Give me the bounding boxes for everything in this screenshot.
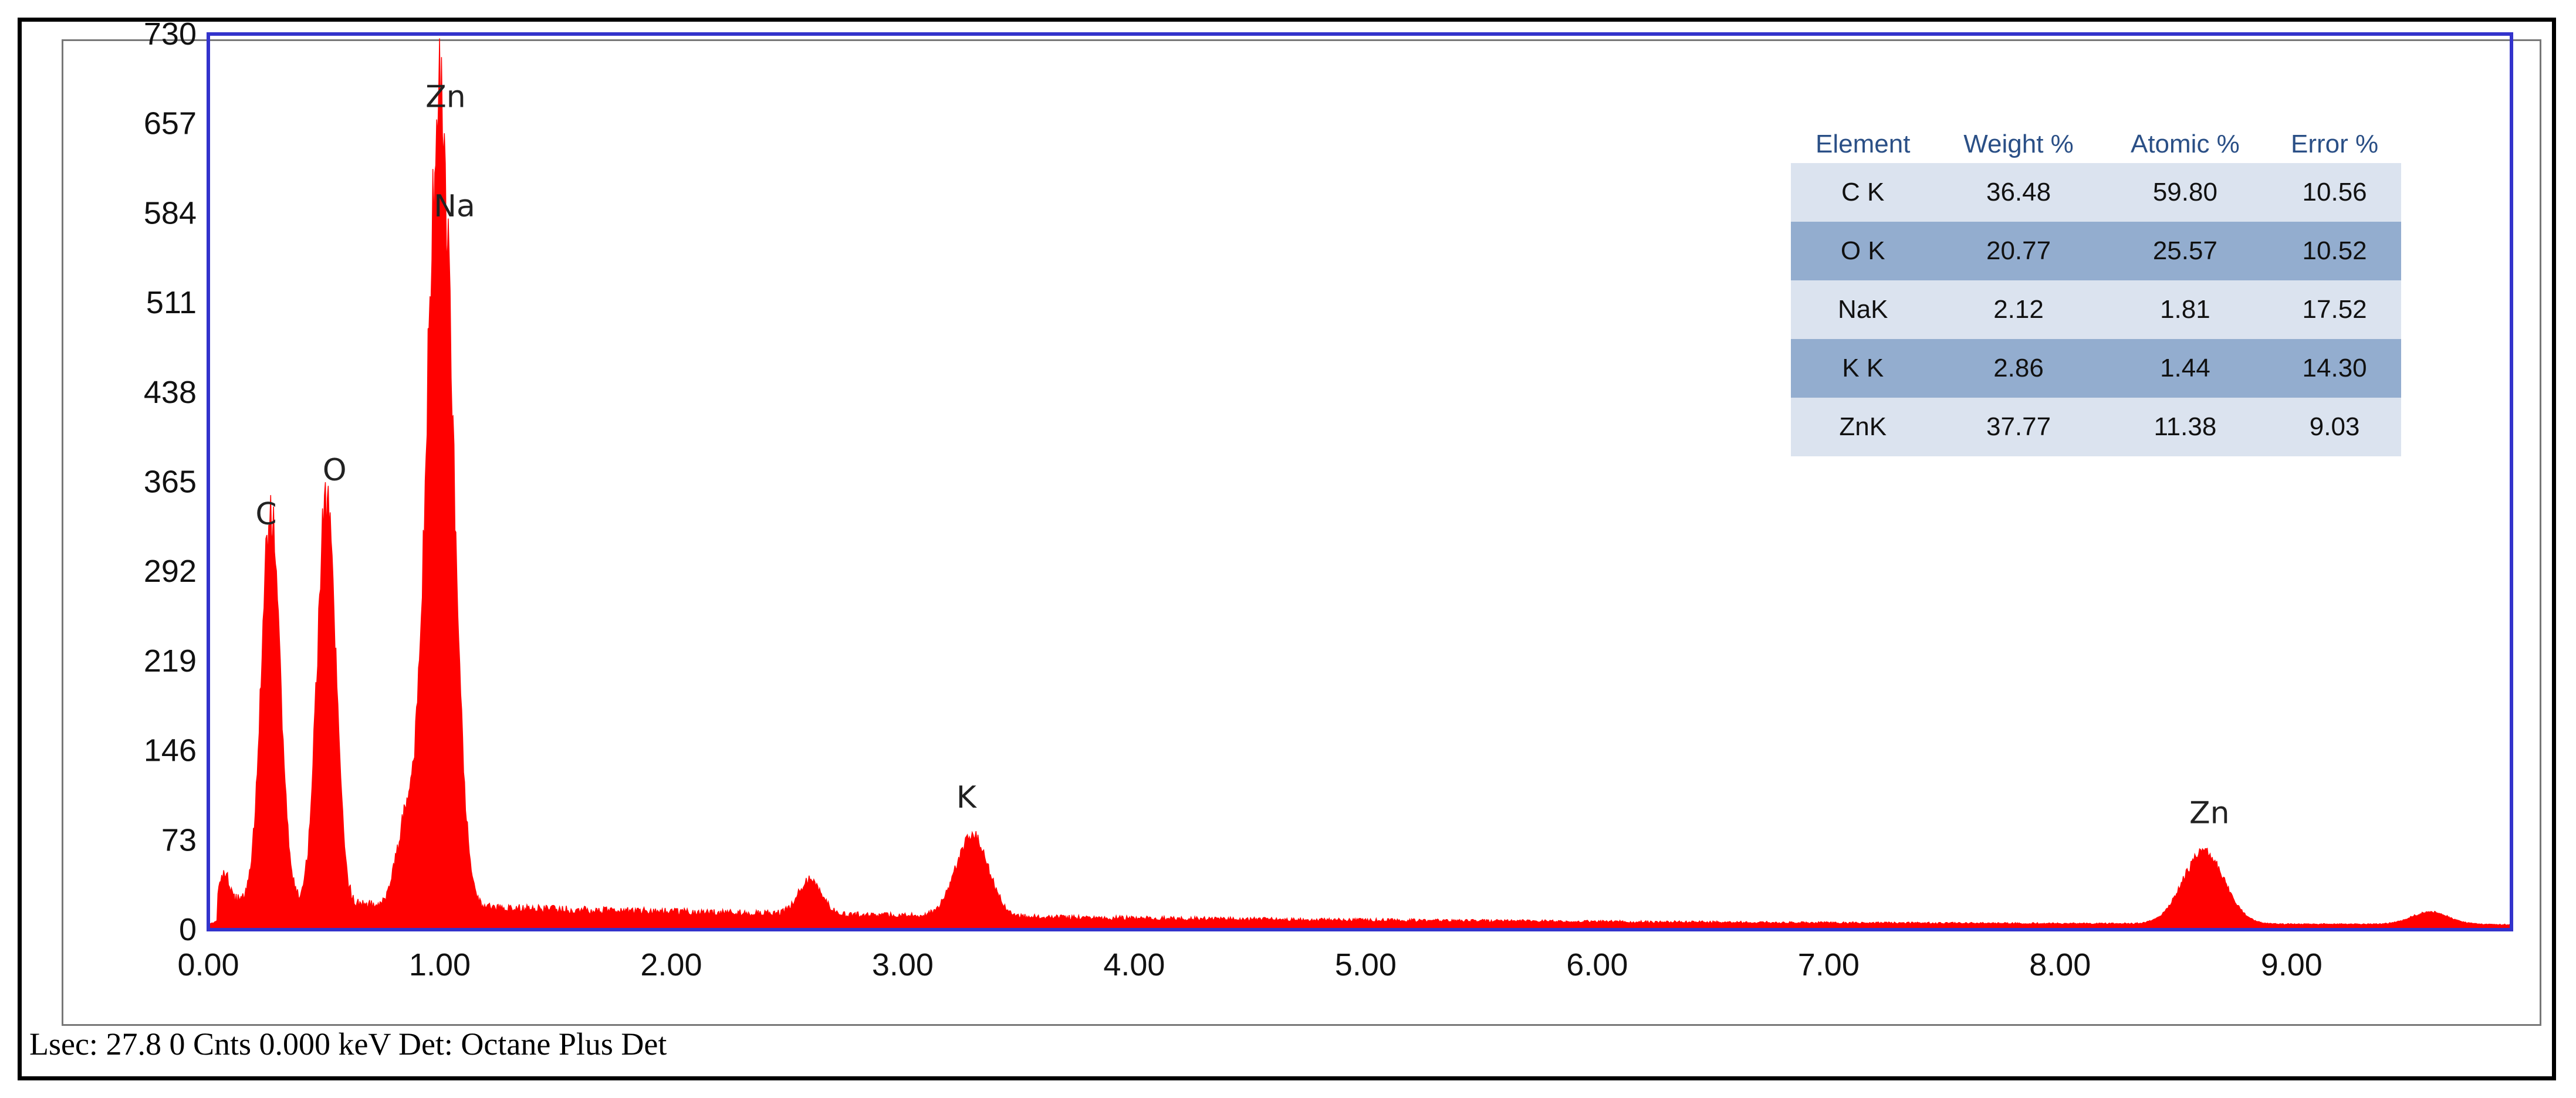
cell-weight: 37.77: [1935, 398, 2102, 456]
cell-element: ZnK: [1791, 398, 1935, 456]
cell-weight: 20.77: [1935, 222, 2102, 280]
spectrum-area: [208, 38, 2512, 930]
table-row: NaK 2.12 1.81 17.52: [1791, 280, 2401, 339]
table-row: K K 2.86 1.44 14.30: [1791, 339, 2401, 398]
peak-label-c: C: [255, 497, 276, 532]
x-tick-label: 8.00: [2029, 947, 2091, 982]
x-axis-ticks: 0.00 1.00 2.00 3.00 4.00 5.00 6.00 7.00 8.00 9.00: [177, 947, 2322, 982]
x-tick-label: 2.00: [640, 947, 702, 982]
plot-area-frame: [207, 32, 2513, 931]
peak-label-na: Na: [434, 189, 475, 224]
peak-label-zn: Zn: [2189, 796, 2230, 831]
cell-error: 10.52: [2268, 222, 2401, 280]
x-tick-label: 5.00: [1335, 947, 1397, 982]
x-tick-label: 7.00: [1798, 947, 1860, 982]
table-row: ZnK 37.77 11.38 9.03: [1791, 398, 2401, 456]
cell-weight: 2.12: [1935, 280, 2102, 339]
peak-label-o: O: [323, 453, 347, 488]
x-tick-label: 9.00: [2261, 947, 2323, 982]
peak-label-k: K: [956, 780, 978, 815]
status-line: Lsec: 27.8 0 Cnts 0.000 keV Det: Octane …: [29, 1026, 667, 1062]
table-row: C K 36.48 59.80 10.56: [1791, 163, 2401, 222]
y-tick-label: 146: [144, 733, 197, 768]
cell-atomic: 59.80: [2102, 163, 2269, 222]
cell-atomic: 25.57: [2102, 222, 2269, 280]
y-tick-label: 219: [144, 643, 197, 679]
cell-error: 10.56: [2268, 163, 2401, 222]
cell-atomic: 1.44: [2102, 339, 2269, 398]
quantification-table: Element Weight % Atomic % Error % C K 36…: [1791, 126, 2401, 456]
spectrum-series: [208, 38, 2512, 930]
x-tick-label: 4.00: [1103, 947, 1165, 982]
header-error-percent: Error %: [2291, 130, 2379, 158]
y-tick-label: 511: [146, 285, 197, 320]
y-tick-label: 584: [144, 195, 197, 231]
cell-error: 17.52: [2268, 280, 2401, 339]
x-tick-label: 6.00: [1566, 947, 1628, 982]
cell-element: O K: [1791, 222, 1935, 280]
y-tick-label: 657: [144, 106, 197, 141]
header-element: Element: [1816, 130, 1911, 158]
cell-element: C K: [1791, 163, 1935, 222]
header-weight-percent: Weight %: [1963, 130, 2074, 158]
table-header-row: Element Weight % Atomic % Error %: [1791, 126, 2401, 163]
x-tick-label: 1.00: [409, 947, 471, 982]
cell-error: 9.03: [2268, 398, 2401, 456]
header-atomic-percent: Atomic %: [2130, 130, 2240, 158]
x-tick-label: 3.00: [872, 947, 934, 982]
cell-atomic: 11.38: [2102, 398, 2269, 456]
x-tick-label: 0.00: [177, 947, 239, 982]
cell-element: K K: [1791, 339, 1935, 398]
cell-atomic: 1.81: [2102, 280, 2269, 339]
table-row: O K 20.77 25.57 10.52: [1791, 222, 2401, 280]
y-tick-label: 438: [144, 375, 197, 410]
y-tick-label: 0: [179, 912, 197, 947]
y-axis-ticks: 0 73 146 219 292 365 438 511 584 657 730: [144, 16, 197, 947]
cell-weight: 36.48: [1935, 163, 2102, 222]
cell-error: 14.30: [2268, 339, 2401, 398]
cell-weight: 2.86: [1935, 339, 2102, 398]
y-tick-label: 292: [144, 554, 197, 589]
cell-element: NaK: [1791, 280, 1935, 339]
y-tick-label: 73: [161, 822, 197, 858]
peak-label-zn: Zn: [425, 79, 466, 114]
y-tick-label: 365: [144, 465, 197, 500]
y-tick-label: 730: [144, 16, 197, 52]
